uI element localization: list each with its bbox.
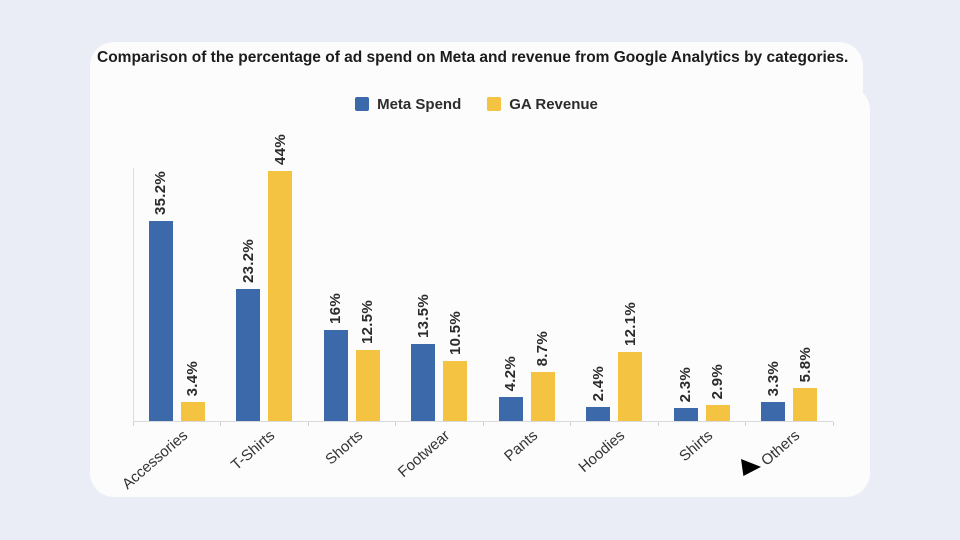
bar-value-label: 2.4% bbox=[589, 365, 607, 401]
x-axis-tick bbox=[570, 422, 571, 426]
bar-value-label: 4.2% bbox=[502, 355, 520, 391]
bar-value-label-wrap: 2.4% bbox=[586, 366, 610, 401]
x-axis-tick bbox=[307, 422, 309, 426]
bar-value-label: 13.5% bbox=[414, 293, 432, 338]
bar-value-label-wrap: 16% bbox=[324, 293, 348, 324]
bar-value-label-wrap: 13.5% bbox=[411, 294, 435, 338]
x-axis-tick bbox=[745, 422, 746, 426]
page-title: Comparison of the percentage of ad spend… bbox=[97, 49, 849, 66]
x-axis-tick bbox=[482, 422, 484, 426]
bar-value-label-wrap: 10.5% bbox=[443, 311, 467, 355]
bar-ga-revenue-others[interactable] bbox=[793, 388, 818, 421]
legend-color-swatch bbox=[487, 97, 502, 111]
bar-value-label: 3.4% bbox=[184, 360, 202, 396]
bar-meta-spend-shorts[interactable] bbox=[323, 330, 348, 421]
bar-value-label-wrap: 2.9% bbox=[706, 364, 730, 399]
bar-value-label: 12.5% bbox=[359, 299, 377, 344]
bar-meta-spend-others[interactable] bbox=[761, 402, 786, 421]
y-axis-line bbox=[133, 168, 134, 421]
x-axis-tick bbox=[395, 422, 396, 426]
bar-value-label: 35.2% bbox=[152, 170, 170, 215]
bar-ga-revenue-hoodies[interactable] bbox=[618, 352, 643, 421]
bar-value-label: 23.2% bbox=[239, 238, 257, 283]
bar-ga-revenue-footwear[interactable] bbox=[443, 361, 468, 421]
plot-area: 35.2% 3.4% Accessories 23.2% 44% T-Shirts 16% 1… bbox=[119, 134, 834, 493]
bar-value-label: 10.5% bbox=[446, 310, 464, 355]
bar-value-label: 16% bbox=[327, 293, 345, 324]
bar-value-label: 2.3% bbox=[677, 366, 695, 402]
bar-value-label: 8.7% bbox=[534, 330, 552, 366]
x-axis-tick bbox=[220, 422, 221, 426]
legend-color-swatch bbox=[355, 97, 370, 111]
bar-value-label-wrap: 23.2% bbox=[236, 239, 260, 283]
bar-value-label: 2.9% bbox=[709, 363, 727, 399]
bar-value-label-wrap: 8.7% bbox=[531, 331, 555, 366]
legend-item-ga-revenue[interactable]: GA Revenue bbox=[487, 96, 598, 113]
bar-value-label: 12.1% bbox=[621, 301, 639, 346]
bar-value-label: 5.8% bbox=[796, 346, 814, 382]
bar-meta-spend-t-shirts[interactable] bbox=[236, 289, 261, 421]
bar-meta-spend-hoodies[interactable] bbox=[586, 407, 611, 421]
bar-ga-revenue-pants[interactable] bbox=[530, 372, 555, 421]
bar-value-label-wrap: 12.1% bbox=[618, 302, 642, 346]
bar-meta-spend-shirts[interactable] bbox=[673, 408, 698, 421]
bar-ga-revenue-accessories[interactable] bbox=[180, 402, 205, 421]
legend-label: Meta Spend bbox=[377, 95, 462, 113]
bar-meta-spend-pants[interactable] bbox=[498, 397, 523, 421]
legend-item-meta-spend[interactable]: Meta Spend bbox=[355, 96, 461, 113]
bar-value-label-wrap: 5.8% bbox=[793, 347, 817, 382]
x-axis-tick bbox=[657, 422, 659, 426]
bar-value-label-wrap: 35.2% bbox=[149, 171, 173, 215]
chart-card bbox=[90, 86, 870, 497]
x-axis-line bbox=[133, 421, 833, 422]
x-axis-tick bbox=[132, 422, 134, 426]
chart-legend: Meta Spend GA Revenue bbox=[90, 95, 863, 113]
x-axis-tick bbox=[832, 422, 834, 426]
bar-ga-revenue-shirts[interactable] bbox=[705, 405, 730, 421]
bar-value-label-wrap: 3.4% bbox=[181, 361, 205, 396]
legend-label: GA Revenue bbox=[509, 95, 598, 113]
bar-meta-spend-accessories[interactable] bbox=[148, 221, 173, 421]
bar-value-label-wrap: 12.5% bbox=[356, 300, 380, 344]
bar-value-label-wrap: 3.3% bbox=[761, 361, 785, 396]
bar-value-label: 3.3% bbox=[764, 360, 782, 396]
bar-ga-revenue-t-shirts[interactable] bbox=[268, 171, 293, 421]
bar-ga-revenue-shorts[interactable] bbox=[355, 350, 380, 421]
bar-value-label-wrap: 2.3% bbox=[674, 367, 698, 402]
bar-meta-spend-footwear[interactable] bbox=[411, 344, 436, 421]
bar-value-label-wrap: 4.2% bbox=[499, 356, 523, 391]
